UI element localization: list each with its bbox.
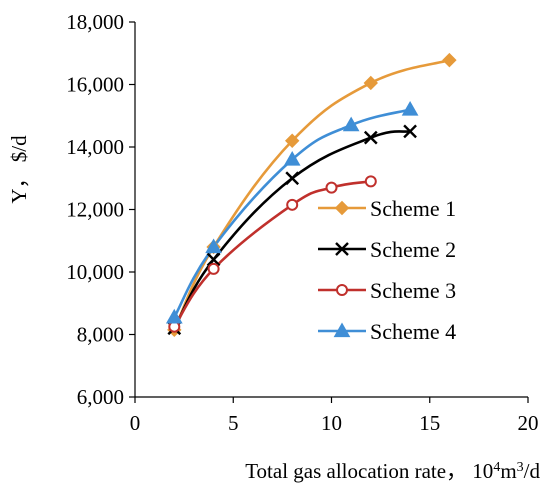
x-axis-title-main: Total gas allocation rate， 10	[245, 459, 493, 483]
x-tick-label: 10	[321, 411, 342, 435]
data-point-series-3	[207, 262, 220, 275]
data-point-series-3	[325, 181, 338, 194]
data-point-series-1	[442, 52, 457, 68]
legend-marker	[336, 284, 348, 296]
data-point-series-3	[364, 175, 377, 188]
x-axis-title-middle: m	[500, 459, 516, 483]
data-point-series-1	[363, 75, 379, 91]
series-line-4	[173, 108, 411, 318]
data-point-series-3	[286, 198, 299, 211]
data-point-series-4	[342, 116, 360, 132]
y-tick-label: 6,000	[77, 385, 124, 409]
y-tick-label: 10,000	[66, 260, 124, 284]
data-point-series-2	[285, 171, 300, 186]
legend: Scheme 1 Scheme 2 Scheme 3 Scheme 4	[318, 196, 456, 344]
x-tick-label: 5	[228, 411, 239, 435]
data-point-series-1	[284, 133, 300, 148]
y-axis-title: Y， $/d	[7, 135, 31, 204]
legend-label: Scheme 3	[370, 278, 456, 303]
data-point-series-4	[205, 238, 222, 254]
x-axis-title-exponent-2: 3	[517, 460, 524, 475]
x-axis-title-end: /d	[524, 459, 541, 483]
legend-marker	[334, 200, 350, 216]
data-point-series-2	[363, 130, 378, 145]
legend-marker	[333, 322, 351, 338]
x-axis-title-exponent-1: 4	[493, 460, 500, 475]
legend-marker	[335, 242, 349, 256]
data-point-series-4	[283, 150, 301, 166]
y-tick-label: 18,000	[66, 10, 124, 34]
series-markers	[165, 52, 457, 338]
series-line-3	[173, 180, 372, 328]
data-point-series-4	[401, 100, 419, 116]
x-tick-label: 0	[130, 411, 141, 435]
x-tick-label: 20	[518, 411, 539, 435]
data-point-series-4	[165, 308, 183, 324]
legend-label: Scheme 1	[370, 196, 456, 221]
x-tick-label: 15	[419, 411, 440, 435]
legend-label: Scheme 4	[370, 319, 456, 344]
y-tick-label: 8,000	[77, 323, 124, 347]
axes	[134, 22, 528, 398]
y-tick-label: 12,000	[66, 198, 124, 222]
y-tick-label: 16,000	[66, 73, 124, 97]
y-tick-label: 14,000	[66, 135, 124, 159]
data-point-series-2	[403, 124, 417, 139]
legend-label: Scheme 2	[370, 237, 456, 262]
data-point-series-2	[206, 252, 221, 267]
ticks: 6,000 8,000 10,000 12,000 14,000 16,000 18,000…	[66, 10, 538, 435]
x-axis-title: Total gas allocation rate， 104m3/d	[245, 459, 540, 483]
